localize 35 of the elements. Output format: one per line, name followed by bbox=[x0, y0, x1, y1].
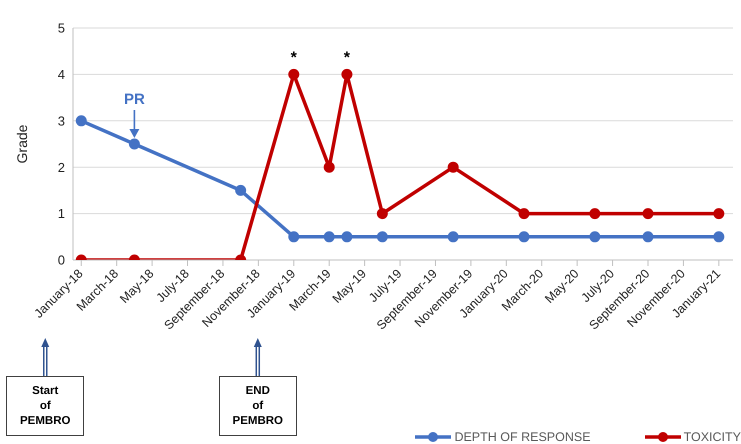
point bbox=[341, 68, 352, 80]
point bbox=[288, 68, 300, 80]
annotation: * bbox=[344, 49, 351, 66]
point bbox=[713, 208, 724, 220]
note-box: Start of PEMBRO bbox=[6, 376, 84, 436]
point bbox=[288, 231, 300, 242]
y-tick-label: 0 bbox=[58, 252, 65, 268]
point bbox=[642, 208, 654, 220]
y-tick-label: 4 bbox=[58, 67, 65, 82]
y-tick-label: 2 bbox=[58, 160, 65, 175]
point bbox=[324, 231, 335, 242]
y-tick-label: 5 bbox=[58, 20, 65, 36]
point bbox=[589, 208, 600, 220]
point bbox=[642, 231, 654, 242]
point bbox=[235, 184, 246, 196]
y-axis-title: Grade bbox=[14, 124, 30, 164]
legend-label: TOXICITY bbox=[684, 430, 741, 444]
point bbox=[448, 231, 459, 242]
point bbox=[128, 138, 140, 150]
point bbox=[518, 231, 530, 242]
annotation: * bbox=[290, 49, 298, 66]
y-tick-label: 1 bbox=[58, 206, 65, 222]
point bbox=[589, 231, 600, 242]
note-box: END of PEMBRO bbox=[218, 376, 297, 436]
point bbox=[376, 208, 388, 220]
legend-label: DEPTH OF RESPONSE bbox=[454, 430, 591, 444]
point bbox=[448, 162, 459, 173]
point bbox=[376, 231, 388, 242]
point bbox=[341, 231, 352, 242]
point bbox=[76, 115, 87, 126]
annotation: PR bbox=[124, 91, 145, 108]
point bbox=[518, 208, 530, 220]
y-tick-label: 3 bbox=[58, 113, 65, 128]
point bbox=[324, 162, 335, 173]
point bbox=[713, 231, 724, 242]
